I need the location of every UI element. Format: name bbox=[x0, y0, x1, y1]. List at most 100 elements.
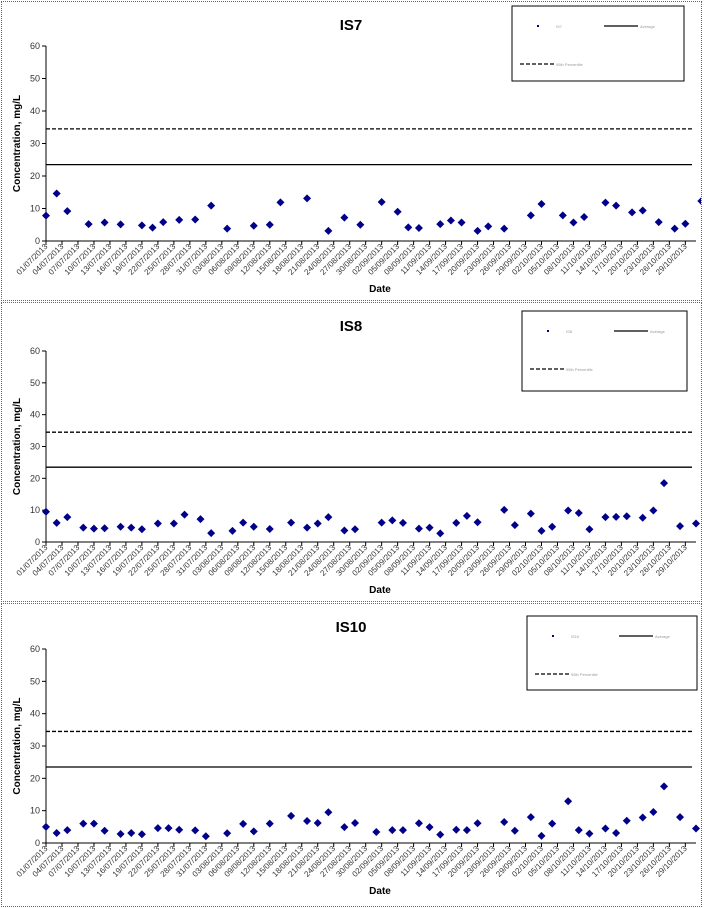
legend-label-series: IS8 bbox=[566, 329, 573, 334]
data-point bbox=[697, 197, 701, 205]
legend-box bbox=[511, 5, 685, 82]
data-point bbox=[398, 518, 407, 527]
legend-label-average: Average bbox=[640, 24, 656, 29]
data-point bbox=[207, 529, 216, 538]
data-point bbox=[265, 220, 274, 229]
data-point bbox=[462, 826, 471, 835]
data-point bbox=[303, 194, 312, 203]
data-point bbox=[249, 522, 258, 531]
legend-label-percentile: 95th Percentile bbox=[571, 672, 598, 677]
y-axis-label: Concentration, mg/L bbox=[12, 95, 23, 192]
data-point bbox=[537, 831, 546, 840]
data-point bbox=[265, 819, 274, 828]
data-point bbox=[175, 215, 184, 224]
data-point bbox=[63, 826, 72, 835]
data-point bbox=[670, 224, 679, 233]
y-tick-label: 10 bbox=[30, 806, 40, 816]
data-point bbox=[223, 224, 232, 233]
y-tick-label: 40 bbox=[30, 410, 40, 420]
data-point bbox=[526, 211, 535, 220]
data-point bbox=[100, 524, 109, 533]
data-point bbox=[585, 829, 594, 838]
data-point bbox=[127, 828, 136, 837]
chart-panel-is10: IS10 0 10 20 30 40 50 60 01/07/2013 04/07/2013 07/… bbox=[1, 603, 702, 907]
data-point bbox=[574, 509, 583, 518]
data-point bbox=[303, 817, 312, 826]
data-point bbox=[340, 213, 349, 222]
data-point bbox=[510, 826, 519, 835]
chart-svg: IS8010203040506001/07/201304/07/201307/0… bbox=[12, 310, 700, 596]
data-point bbox=[313, 519, 322, 528]
data-point bbox=[676, 813, 685, 822]
data-point bbox=[52, 518, 61, 527]
data-point bbox=[137, 221, 146, 230]
data-point bbox=[201, 832, 210, 841]
data-point bbox=[526, 509, 535, 518]
legend-label-percentile: 95th Percentile bbox=[556, 62, 583, 67]
legend-label-series: IS10 bbox=[571, 634, 580, 639]
data-point bbox=[452, 518, 461, 527]
x-axis-label: Date bbox=[369, 284, 391, 295]
y-tick-label: 60 bbox=[30, 41, 40, 51]
data-point bbox=[180, 510, 189, 519]
y-tick-label: 40 bbox=[30, 106, 40, 116]
data-point bbox=[414, 224, 423, 232]
y-tick-label: 50 bbox=[30, 74, 40, 84]
data-point bbox=[585, 525, 594, 534]
data-point bbox=[351, 818, 360, 827]
data-point bbox=[564, 797, 573, 806]
data-point bbox=[52, 828, 61, 837]
data-point bbox=[89, 524, 98, 533]
data-point bbox=[287, 811, 296, 820]
data-point bbox=[425, 523, 434, 532]
data-point bbox=[404, 223, 413, 232]
y-tick-label: 0 bbox=[35, 838, 40, 848]
chart-title: IS10 bbox=[336, 619, 367, 636]
data-point bbox=[249, 221, 258, 230]
data-point bbox=[207, 201, 216, 210]
data-point bbox=[372, 828, 381, 837]
data-point bbox=[436, 830, 445, 839]
data-point bbox=[692, 824, 700, 833]
data-point bbox=[649, 506, 658, 515]
data-point bbox=[452, 825, 461, 834]
data-point bbox=[377, 198, 386, 206]
data-point bbox=[228, 526, 237, 535]
data-point bbox=[638, 513, 647, 522]
y-tick-label: 30 bbox=[30, 442, 40, 452]
data-point bbox=[414, 524, 423, 533]
data-point bbox=[153, 519, 162, 528]
y-tick-label: 10 bbox=[30, 204, 40, 214]
data-point bbox=[388, 516, 397, 525]
data-point bbox=[42, 507, 50, 516]
data-point bbox=[191, 826, 200, 835]
data-point bbox=[116, 220, 125, 229]
data-point bbox=[628, 208, 637, 217]
data-point bbox=[473, 518, 482, 527]
data-point bbox=[457, 218, 466, 227]
data-point bbox=[558, 211, 567, 220]
data-point bbox=[601, 513, 610, 522]
data-point bbox=[303, 523, 312, 532]
data-point bbox=[42, 822, 50, 831]
data-point bbox=[660, 782, 669, 791]
data-point bbox=[351, 525, 360, 534]
data-point bbox=[196, 515, 205, 524]
data-point bbox=[116, 829, 125, 838]
data-point bbox=[462, 511, 471, 520]
data-point bbox=[89, 819, 98, 828]
y-tick-label: 20 bbox=[30, 171, 40, 181]
data-point bbox=[63, 513, 72, 522]
data-point bbox=[500, 505, 509, 514]
legend-label-average: Average bbox=[650, 329, 666, 334]
data-point bbox=[649, 807, 658, 816]
chart-svg: IS10010203040506001/07/201304/07/201307/… bbox=[12, 615, 700, 897]
data-point bbox=[239, 518, 248, 527]
data-point bbox=[612, 201, 621, 210]
y-tick-label: 30 bbox=[30, 741, 40, 751]
data-point bbox=[548, 819, 557, 828]
data-point bbox=[148, 223, 157, 232]
data-point bbox=[137, 525, 146, 534]
data-point bbox=[500, 817, 509, 826]
